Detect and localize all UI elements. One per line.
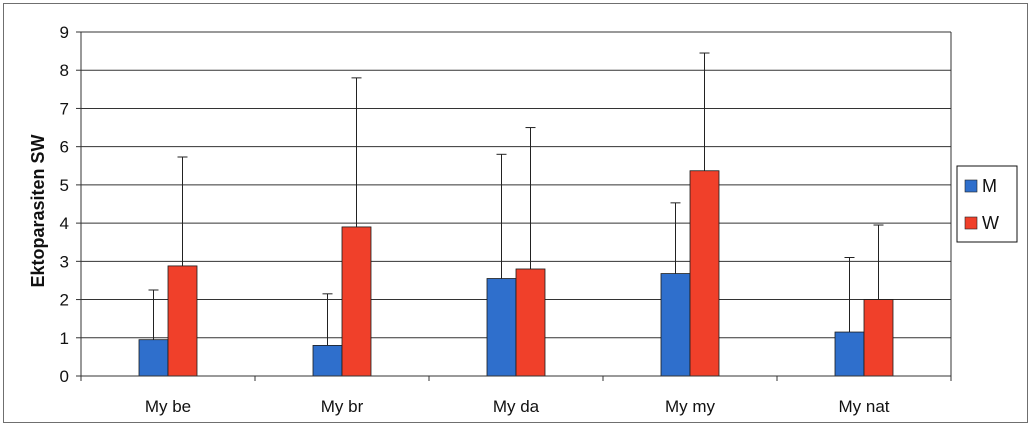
legend: M W: [956, 165, 1018, 243]
x-tick-labels: My be My br My da My my My nat: [145, 397, 890, 416]
legend-swatch-w: [964, 216, 978, 230]
bar-m-4: [660, 273, 691, 377]
bars: [138, 170, 894, 377]
x-tick-label: My my: [665, 397, 716, 416]
x-tick-label: My da: [493, 397, 540, 416]
y-tick-label: 3: [60, 252, 69, 271]
y-tick-label: 7: [60, 99, 69, 118]
y-tick-label: 8: [60, 61, 69, 80]
bar-m-1: [138, 339, 169, 377]
grid-lines: [81, 31, 951, 339]
bar-m-2: [312, 345, 343, 377]
y-axis-label: Ektoparasiten SW: [28, 134, 48, 287]
x-tick-label: My br: [321, 397, 364, 416]
bar-w-4: [689, 170, 720, 377]
y-tick-label: 0: [60, 367, 69, 386]
bar-m-3: [486, 278, 517, 377]
bar-w-1: [167, 265, 198, 377]
bar-w-5: [863, 299, 894, 377]
x-tick-label: My be: [145, 397, 191, 416]
legend-label-w: W: [982, 213, 999, 233]
y-tick-label: 9: [60, 23, 69, 42]
y-tick-label: 1: [60, 329, 69, 348]
y-tick-label: 6: [60, 138, 69, 157]
y-tick-label: 2: [60, 291, 69, 310]
y-tick-labels: 0 1 2 3 4 5 6 7 8 9: [60, 23, 69, 386]
bar-w-2: [341, 226, 372, 377]
y-tick-label: 4: [60, 214, 69, 233]
legend-label-m: M: [982, 176, 997, 196]
legend-box: [956, 165, 1018, 243]
error-bars: [148, 52, 884, 346]
bar-m-5: [834, 331, 865, 377]
axes: [76, 31, 952, 381]
y-tick-label: 5: [60, 176, 69, 195]
legend-swatch-m: [964, 179, 978, 193]
x-tick-label: My nat: [838, 397, 889, 416]
bar-w-3: [515, 268, 546, 377]
